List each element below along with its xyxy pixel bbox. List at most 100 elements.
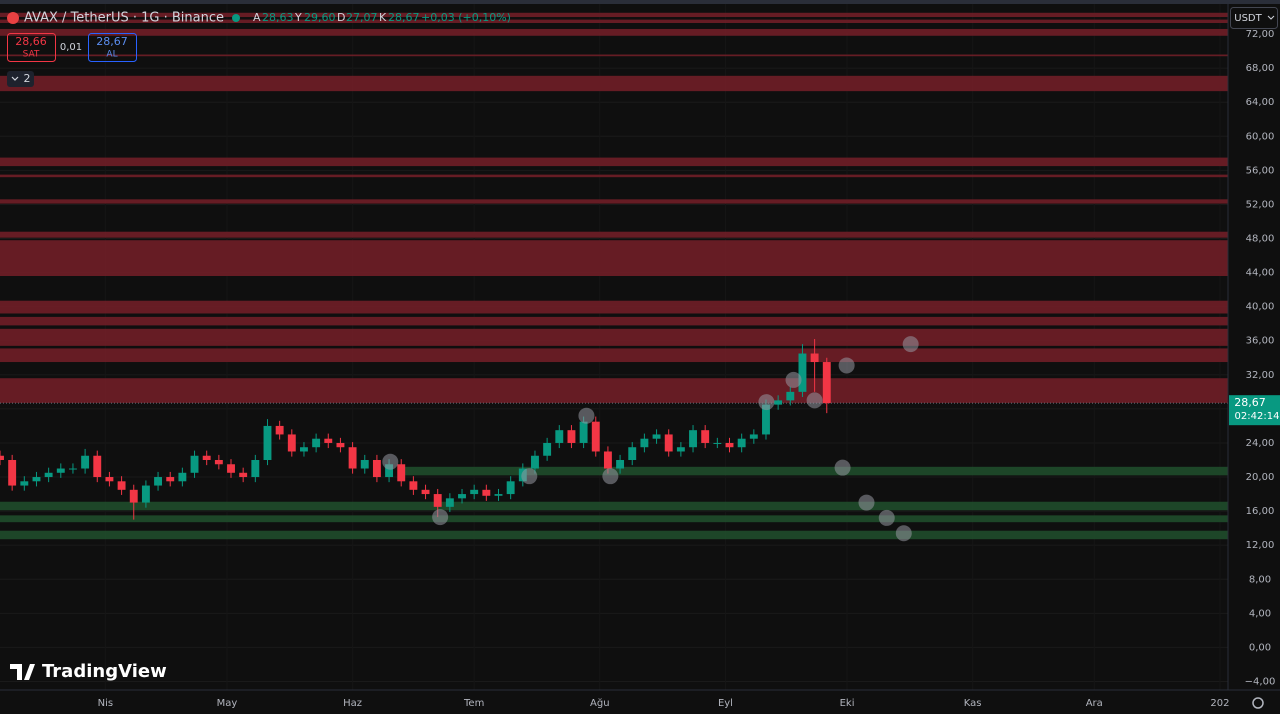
ohlc-key: A: [253, 11, 261, 24]
marker: [432, 509, 449, 526]
chevron: [11, 76, 19, 81]
marker: [521, 468, 538, 485]
candle-body: [701, 430, 710, 443]
marker: [902, 336, 919, 353]
candle-body: [421, 489, 430, 495]
candle-body: [105, 477, 114, 482]
price-zone: [0, 501, 1228, 511]
y-tick-label: 60,00: [1246, 131, 1275, 142]
y-tick-label: 52,00: [1246, 199, 1275, 210]
candle-body: [543, 442, 552, 456]
sell-button[interactable]: [7, 33, 56, 62]
candle-body: [129, 489, 138, 503]
candle-body: [32, 477, 41, 482]
y-tick-label: 68,00: [1246, 63, 1275, 74]
price-zone: [0, 12, 1228, 18]
price-zone: [0, 515, 1228, 523]
y-tick-label: 8,00: [1249, 574, 1271, 585]
x-tick-label: Tem: [463, 698, 484, 709]
candle-body: [689, 430, 697, 448]
y-tick-label: 12,00: [1246, 540, 1275, 551]
countdown: 02:42:14: [1235, 411, 1280, 422]
candle-body: [397, 464, 406, 482]
candle-body: [494, 494, 503, 496]
settings-icon[interactable]: [1252, 697, 1264, 709]
marker: [838, 357, 855, 374]
candle-body: [567, 430, 576, 443]
overlay: AVAX / TetherUS · 1G · Binance +0,03 (+0…: [7, 7, 1280, 709]
candle-body: [676, 447, 685, 452]
candle-body: [68, 468, 77, 470]
candle-body: [482, 489, 491, 496]
candle-body: [762, 404, 770, 435]
sell-price: 28,66: [15, 35, 47, 48]
candle-body: [409, 481, 418, 490]
indicators-toggle[interactable]: [7, 71, 34, 87]
price-tag: [1229, 395, 1280, 426]
y-tick-label: 64,00: [1246, 97, 1275, 108]
marker: [858, 494, 875, 511]
price-tag-value: 28,67: [1234, 396, 1266, 409]
candle-body: [312, 438, 321, 448]
x-tick-label: May: [217, 698, 238, 709]
candle-body: [8, 460, 17, 486]
candle-body: [202, 455, 211, 460]
candle-body: [506, 481, 515, 495]
price-zone: [0, 231, 1228, 238]
symbol-icon[interactable]: [7, 12, 19, 24]
y-tick-label: 36,00: [1246, 336, 1275, 347]
candle-body: [786, 391, 795, 401]
candle-body: [348, 447, 357, 469]
candle-body: [251, 460, 260, 478]
symbol[interactable]: AVAX / TetherUS · 1G · Binance: [24, 11, 224, 26]
ohlc-value: 27,07: [346, 11, 378, 24]
price-zone: [0, 75, 1228, 92]
price-zone: [0, 157, 1228, 167]
ohlc-value: 28,67: [388, 11, 420, 24]
ohlc-key: D: [337, 11, 345, 24]
spread: 0,01: [60, 42, 82, 53]
candle-body: [56, 468, 65, 473]
indicators-count: 2: [24, 72, 31, 85]
candle-body: [531, 455, 539, 469]
price-zone: [0, 199, 1228, 204]
candle-body: [20, 481, 29, 486]
candle-body: [664, 434, 673, 452]
top-bar: [0, 0, 1280, 4]
marker: [602, 468, 619, 485]
candle-body: [603, 451, 612, 469]
candle-body: [640, 438, 649, 448]
candle-body: [336, 442, 345, 448]
currency-button[interactable]: [1230, 7, 1278, 29]
plot-area: [0, 12, 1228, 682]
price-zone: [0, 174, 1228, 178]
price-zone: [0, 54, 1228, 57]
marker: [785, 371, 802, 388]
candle-body: [749, 434, 758, 439]
candle-body: [470, 489, 479, 495]
change: +0,03 (+0,10%): [421, 11, 511, 24]
candle-body: [579, 421, 588, 443]
buy-label: AL: [106, 50, 117, 60]
x-tick-label: Kas: [964, 698, 982, 709]
candle-body: [385, 464, 394, 478]
candle-body: [360, 460, 369, 469]
candle-body: [616, 460, 625, 469]
candle-body: [591, 421, 600, 452]
price-zone: [0, 530, 1228, 540]
brand-logo: [10, 664, 35, 680]
x-tick-label: Eki: [840, 698, 855, 709]
candle-body: [458, 494, 466, 499]
marker: [758, 394, 775, 411]
buy-button[interactable]: [88, 33, 137, 62]
candle-body: [555, 430, 564, 443]
candle-body: [178, 472, 187, 482]
candle-body: [93, 455, 102, 478]
y-tick-label: 24,00: [1246, 438, 1275, 449]
y-tick-label: 56,00: [1246, 165, 1275, 176]
candle-body: [263, 425, 272, 460]
brand: TradingView: [42, 661, 167, 682]
marker: [895, 525, 912, 542]
price-zone: [0, 300, 1228, 314]
